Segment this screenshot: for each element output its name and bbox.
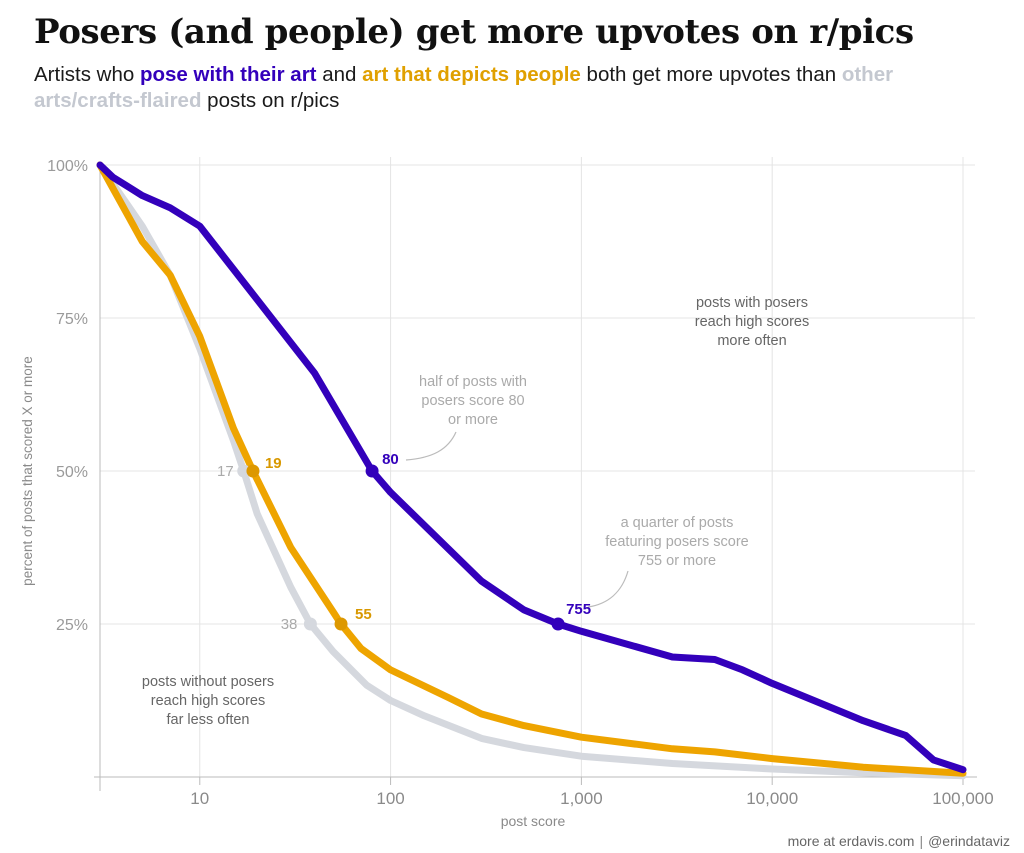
data-label-other: 17 xyxy=(217,463,234,480)
y-tick-label: 75% xyxy=(56,311,88,328)
x-tick-label: 1,000 xyxy=(560,789,603,808)
data-label-people: 55 xyxy=(355,606,372,623)
subtitle-text-3: both get more upvotes than xyxy=(580,63,842,86)
subtitle-text-1: Artists who xyxy=(34,63,140,86)
annotation-half-posers-line: or more xyxy=(448,412,498,428)
y-axis-label: percent of posts that scored X or more xyxy=(20,356,35,586)
annotation-posers-high-scores-line: more often xyxy=(717,333,786,349)
annotation-half-posers-line: half of posts with xyxy=(419,374,527,390)
x-tick-label: 10 xyxy=(190,789,209,808)
annotation-posers-high-scores-line: reach high scores xyxy=(695,314,809,330)
y-tick-label: 100% xyxy=(47,158,88,175)
data-point-posers xyxy=(551,617,565,631)
annotation-connector-755 xyxy=(587,570,629,608)
annotation-half-posers-line: posers score 80 xyxy=(421,393,524,409)
x-tick-label: 100 xyxy=(376,789,404,808)
footer-separator: | xyxy=(919,833,924,849)
footer-site: more at erdavis.com xyxy=(787,833,915,849)
data-point-people xyxy=(334,617,348,631)
subtitle-highlight-people: art that depicts people xyxy=(362,63,581,86)
data-label-other: 38 xyxy=(281,616,298,633)
y-tick-label: 50% xyxy=(56,464,88,481)
data-point-posers xyxy=(365,464,379,478)
x-tick-label: 100,000 xyxy=(932,789,993,808)
annotation-quarter-posers-line: 755 or more xyxy=(638,553,716,569)
annotation-without-posers-line: posts without posers xyxy=(142,674,274,690)
data-point-other xyxy=(237,464,251,478)
x-tick-label: 10,000 xyxy=(746,789,798,808)
data-label-people: 19 xyxy=(265,455,282,472)
annotation-without-posers-line: reach high scores xyxy=(151,693,265,709)
subtitle-text-4: posts on r/pics xyxy=(201,89,340,112)
subtitle-highlight-other: other arts/crafts-flaired xyxy=(34,63,894,112)
series-line-people xyxy=(96,161,967,777)
data-point-people xyxy=(246,464,260,478)
annotation-without-posers-line: far less often xyxy=(166,712,249,728)
subtitle-text-2: and xyxy=(316,63,363,86)
footer-handle: @erindataviz xyxy=(928,833,1010,849)
data-label-posers: 80 xyxy=(382,451,399,468)
annotation-connector-80 xyxy=(405,431,457,461)
y-tick-label: 25% xyxy=(56,617,88,634)
series-line-posers xyxy=(96,161,967,774)
x-axis-label: post score xyxy=(501,813,566,829)
annotation-posers-high-scores-line: posts with posers xyxy=(696,295,808,311)
data-label-posers: 755 xyxy=(566,601,591,618)
series-line-other xyxy=(96,161,967,780)
annotation-quarter-posers-line: a quarter of posts xyxy=(621,515,734,531)
chart-title: Posers (and people) get more upvotes on … xyxy=(34,12,914,52)
subtitle-highlight-posers: pose with their art xyxy=(139,63,317,86)
annotation-quarter-posers-line: featuring posers score xyxy=(605,534,748,550)
footer-credit: more at erdavis.com | @erindataviz xyxy=(788,833,1010,849)
data-point-other xyxy=(303,617,317,631)
chart-subtitle: Artists who pose with their art and art … xyxy=(34,62,974,114)
